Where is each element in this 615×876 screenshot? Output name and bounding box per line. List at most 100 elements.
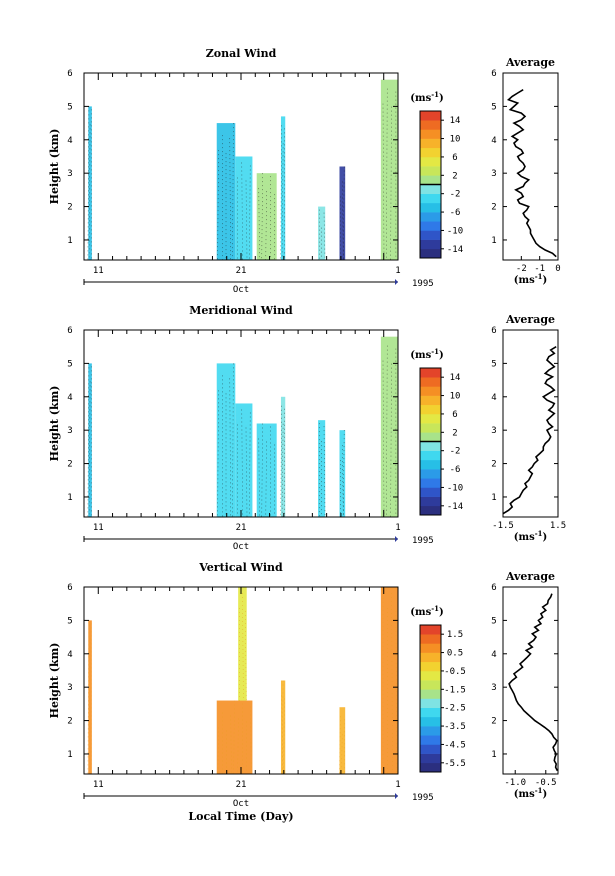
y-tick-label: 2 xyxy=(67,460,72,470)
profile-y-tick-label: 3 xyxy=(491,683,496,693)
contour-line xyxy=(385,88,388,261)
contour-line xyxy=(339,716,341,775)
x-tick-label: 1 xyxy=(395,523,400,533)
y-tick-label: 5 xyxy=(67,616,72,626)
contour-line xyxy=(229,138,232,261)
y-tick-label: 2 xyxy=(67,717,72,727)
colorbar-segment xyxy=(420,120,441,130)
contour-line xyxy=(87,620,90,775)
y-axis-label: Height (km) xyxy=(48,129,61,205)
y-tick-label: 4 xyxy=(67,650,72,660)
colorbar-segment xyxy=(420,193,441,204)
data-block xyxy=(280,396,286,517)
x-tick-label: 1 xyxy=(395,780,400,790)
y-tick-label: 1 xyxy=(67,750,72,760)
colorbar-segment xyxy=(420,680,441,690)
y-tick-label: 3 xyxy=(67,169,72,179)
y-tick-label: 1 xyxy=(67,493,72,503)
y-tick-label: 4 xyxy=(67,393,72,403)
contour-line xyxy=(87,363,90,518)
colorbar-tick-label: -3.5 xyxy=(444,722,466,732)
colorbar-segment xyxy=(420,652,441,663)
data-block xyxy=(280,680,286,774)
year-label: 1995 xyxy=(412,793,434,803)
colorbar-segment xyxy=(420,395,441,406)
data-block xyxy=(318,420,326,517)
colorbar-tick-label: 6 xyxy=(452,153,457,163)
contour-line xyxy=(265,441,267,518)
colorbar-segment xyxy=(420,496,441,507)
colorbar-tick-label: -2 xyxy=(450,190,461,200)
contour-line xyxy=(230,715,232,775)
profile-x-axis-label: (ms-1) xyxy=(514,272,547,286)
profile-y-tick-label: 1 xyxy=(491,236,496,246)
data-blocks xyxy=(87,336,398,518)
profile-frame xyxy=(502,329,559,518)
profile-title: Average xyxy=(505,56,555,69)
colorbar-segment xyxy=(420,202,441,213)
contour-line xyxy=(244,610,247,701)
contour-line xyxy=(245,427,248,518)
colorbar-tick-label: 14 xyxy=(450,373,461,383)
y-tick-label: 5 xyxy=(67,102,72,112)
colorbar-segment xyxy=(420,643,441,653)
contour-line xyxy=(232,363,234,518)
contour-line xyxy=(280,125,282,261)
month-arrow xyxy=(395,536,398,542)
month-arrow xyxy=(395,793,398,799)
colorbar-segment xyxy=(420,505,441,516)
profile-x-tick-label: -2 xyxy=(516,264,527,274)
profile-x-tick-label: -0.5 xyxy=(535,778,557,788)
profile-y-tick-label: 1 xyxy=(491,493,496,503)
profile-frame xyxy=(502,586,559,775)
colorbar-segment xyxy=(420,368,441,378)
colorbar-tick-label: -2 xyxy=(450,447,461,457)
profile-line xyxy=(508,593,559,772)
y-axis-label: Height (km) xyxy=(48,643,61,719)
colorbar-tick-label: -2.5 xyxy=(444,704,466,714)
contour-line xyxy=(233,700,235,775)
contour-line xyxy=(390,363,392,518)
colorbar-segment xyxy=(420,670,441,681)
y-axis-label: Height (km) xyxy=(48,386,61,462)
colorbar-segment xyxy=(420,450,441,461)
panel-title: Vertical Wind xyxy=(198,561,283,574)
average-profile: Average 1 2 3 4 5 6 -1.5 1.5(ms-1) xyxy=(491,313,566,543)
profile-line xyxy=(506,89,557,258)
year-label: 1995 xyxy=(412,279,434,289)
colorbar-segment xyxy=(420,478,441,488)
contour-line xyxy=(87,106,90,261)
colorbar-segment xyxy=(420,230,441,240)
profile-x-tick-label: -1 xyxy=(534,264,545,274)
profile-y-tick-label: 6 xyxy=(491,326,496,336)
colorbar-frame xyxy=(419,624,442,773)
y-tick-label: 2 xyxy=(67,203,72,213)
x-tick-label: 1 xyxy=(395,266,400,276)
data-block xyxy=(88,363,92,517)
colorbar-tick-label: -0.5 xyxy=(444,667,466,677)
colorbar-segment xyxy=(420,221,441,231)
colorbar-tick-label: 10 xyxy=(450,392,461,402)
profile-x-tick-label: -1.5 xyxy=(492,521,514,531)
contour-line xyxy=(342,430,345,518)
colorbar-tick-label: -6 xyxy=(450,465,461,475)
data-block xyxy=(380,587,398,774)
profile-y-tick-label: 3 xyxy=(491,426,496,436)
profile-y-tick-label: 2 xyxy=(491,717,496,727)
y-tick-label: 1 xyxy=(67,236,72,246)
colorbar-segment xyxy=(420,753,441,764)
colorbar-tick-label: 14 xyxy=(450,116,461,126)
contour-line xyxy=(280,405,282,518)
contour-line xyxy=(283,698,285,775)
data-block xyxy=(380,336,398,517)
contour-line xyxy=(261,173,263,261)
profile-y-tick-label: 6 xyxy=(491,583,496,593)
colorbar-unit: (ms-1) xyxy=(410,90,443,104)
y-tick-label: 3 xyxy=(67,683,72,693)
colorbar-tick-label: -14 xyxy=(447,502,463,512)
average-profile: Average 1 2 3 4 5 6 -1.0 -0.5(ms-1) xyxy=(491,570,559,800)
colorbar-segment xyxy=(420,459,441,470)
colorbar: (ms-1) 1.5 0.5 -0.5 -1.5 -2.5 -3.5 -4.5 -5.5 xyxy=(410,604,466,773)
colorbar-segment xyxy=(420,129,441,139)
